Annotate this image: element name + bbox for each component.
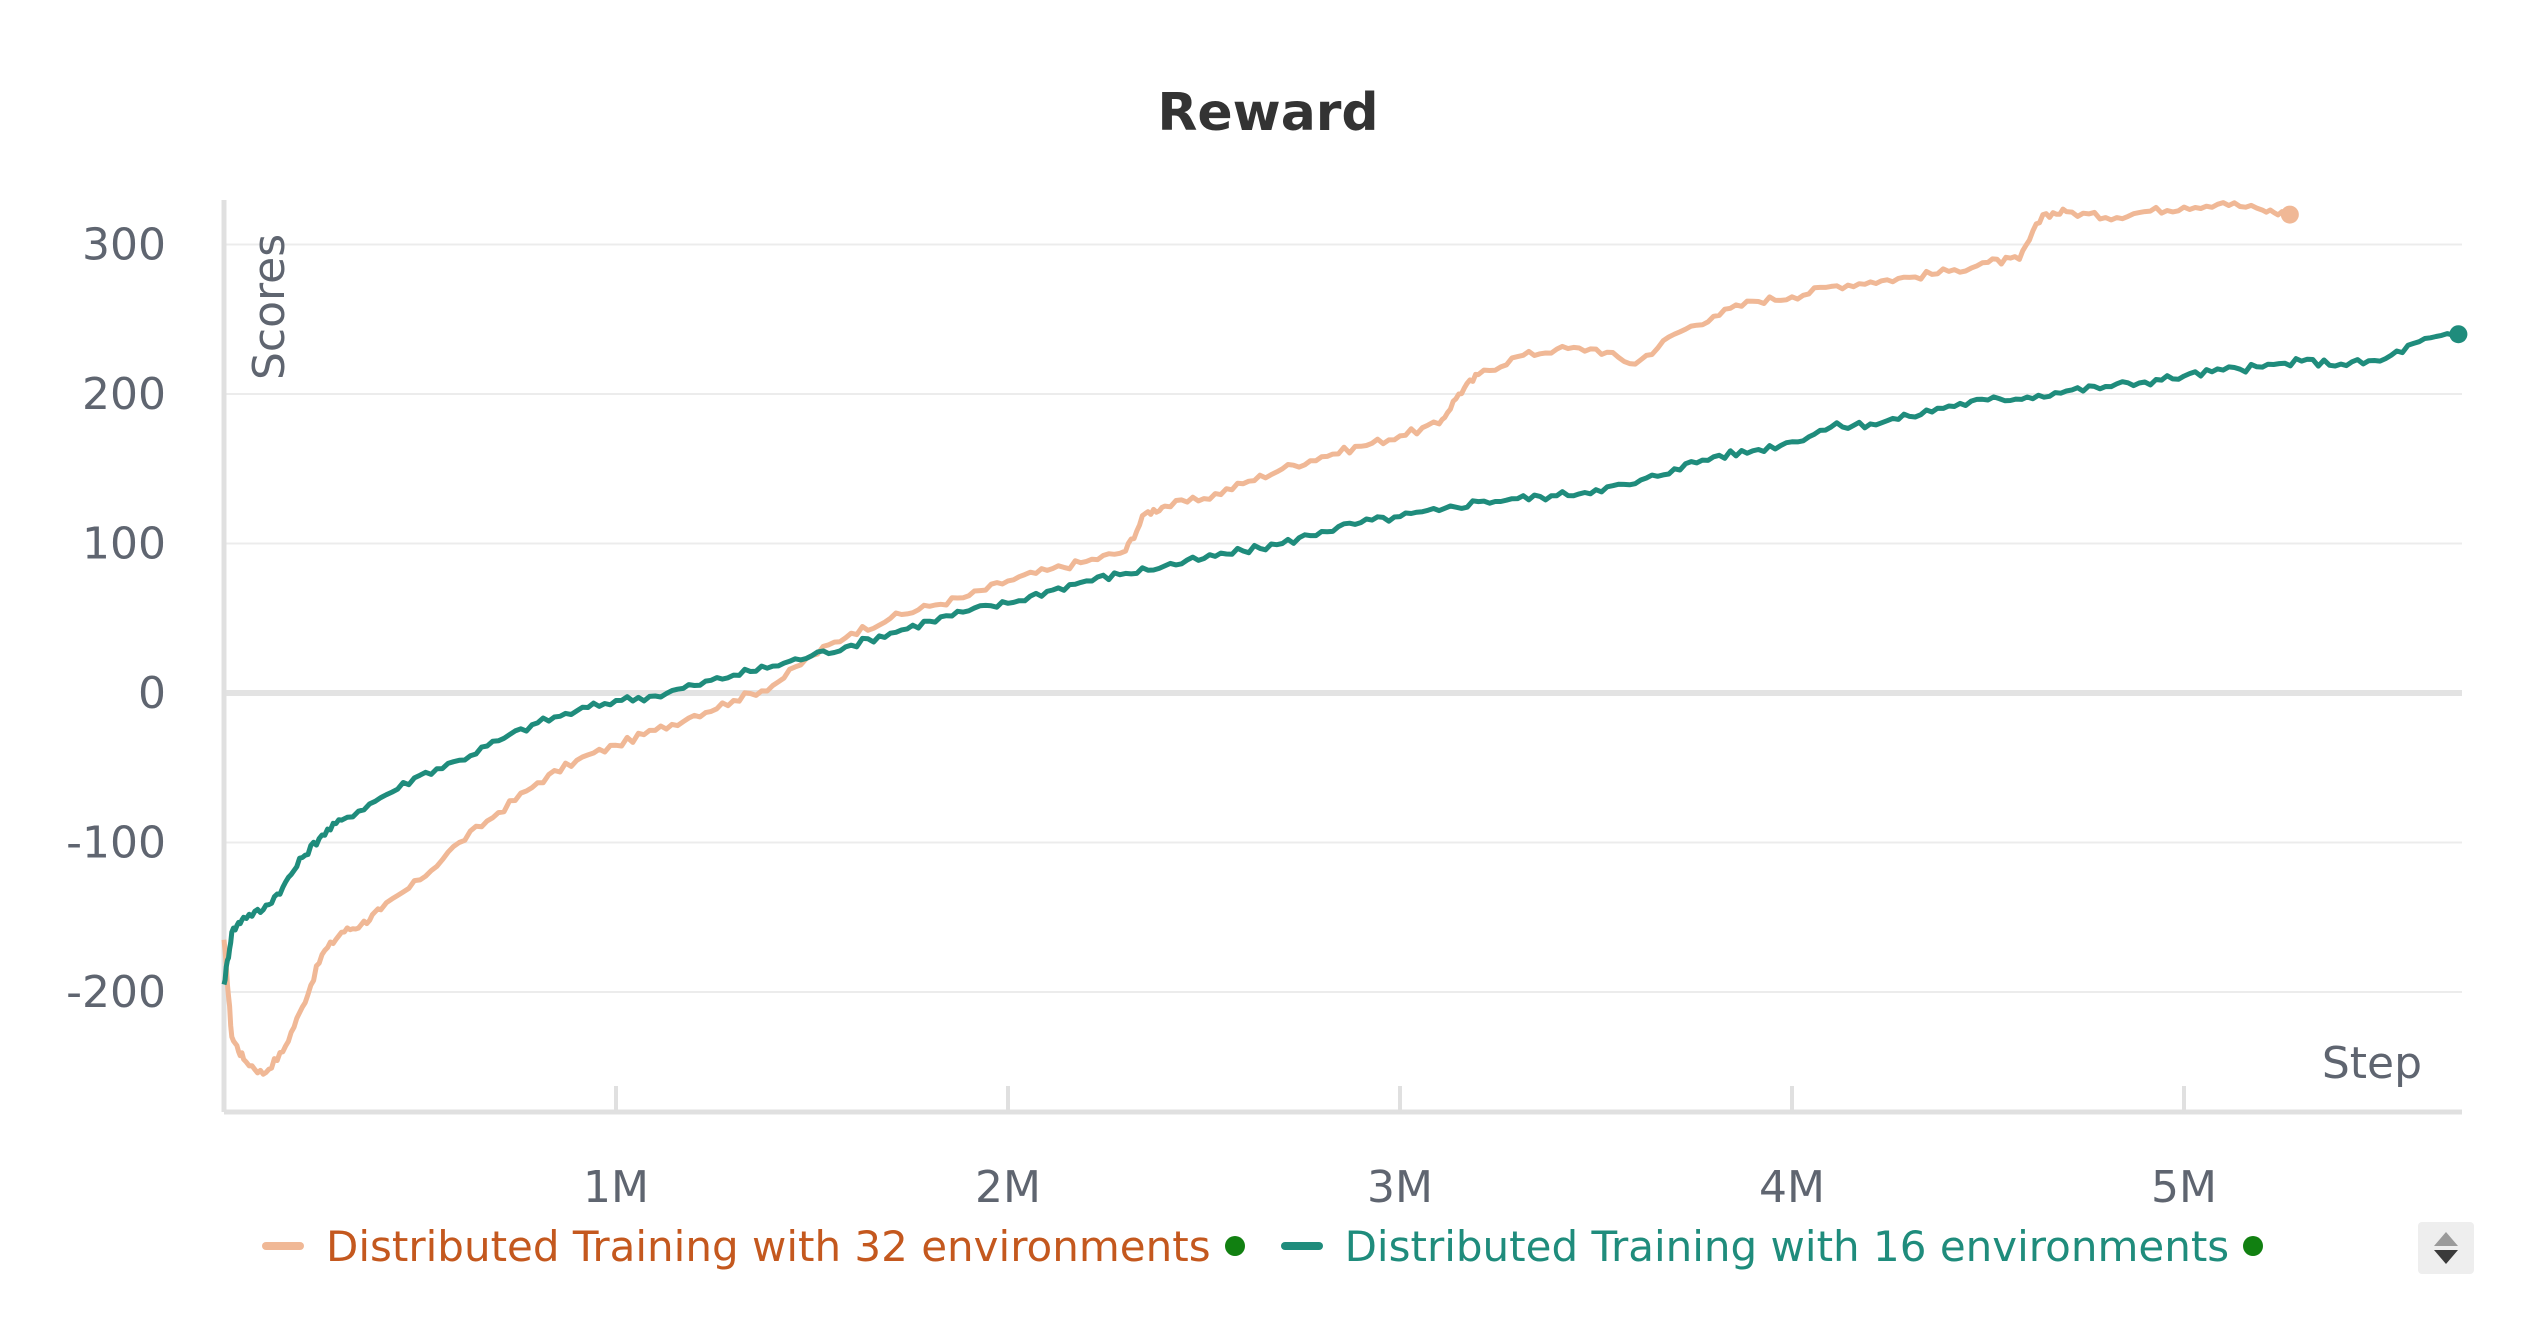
y-tick-label: 100 [82, 519, 166, 570]
y-axis-label: Scores [244, 234, 295, 380]
chevron-up-icon[interactable] [2434, 1232, 2458, 1246]
legend-swatch-32-envs [262, 1242, 304, 1250]
series-end-marker-1 [2449, 325, 2468, 344]
legend-item-32-envs[interactable]: Distributed Training with 32 environment… [262, 1222, 1245, 1271]
status-dot-32-envs [1224, 1236, 1245, 1256]
series-lines [221, 200, 2468, 1077]
series-line-0 [221, 200, 2291, 1077]
chart-title: Reward [1157, 83, 1378, 143]
legend-label-32-envs: Distributed Training with 32 environment… [326, 1221, 1211, 1271]
y-tick-label: 0 [138, 668, 166, 719]
y-tick-labels: 300 200 100 0 -100 -200 [66, 220, 166, 1019]
x-tick-label: 4M [1759, 1162, 1825, 1213]
y-tick-label: -200 [66, 967, 166, 1018]
chevron-down-icon[interactable] [2434, 1250, 2458, 1264]
x-axis-label: Step [2322, 1038, 2422, 1089]
status-dot-16-envs [2243, 1236, 2264, 1256]
x-tick-labels: 1M 2M 3M 4M 5M [583, 1162, 2217, 1213]
series-line-1 [221, 331, 2459, 986]
legend: Distributed Training with 32 environment… [262, 1218, 2299, 1274]
legend-item-16-envs[interactable]: Distributed Training with 16 environment… [1280, 1221, 2264, 1271]
x-tick-label: 5M [2151, 1162, 2217, 1213]
x-tick-label: 3M [1367, 1162, 1433, 1213]
series-end-marker-0 [2280, 205, 2299, 224]
legend-label-16-envs: Distributed Training with 16 environment… [1344, 1221, 2230, 1271]
y-tick-label: -100 [66, 818, 166, 869]
legend-scroll-control[interactable] [2418, 1222, 2474, 1274]
x-tick-label: 2M [975, 1162, 1041, 1213]
y-tick-label: 200 [82, 369, 166, 420]
y-tick-label: 300 [82, 220, 166, 271]
grid [224, 243, 2462, 993]
legend-swatch-16-envs [1280, 1242, 1323, 1250]
x-tick-label: 1M [583, 1162, 649, 1213]
axes [221, 200, 2462, 1115]
